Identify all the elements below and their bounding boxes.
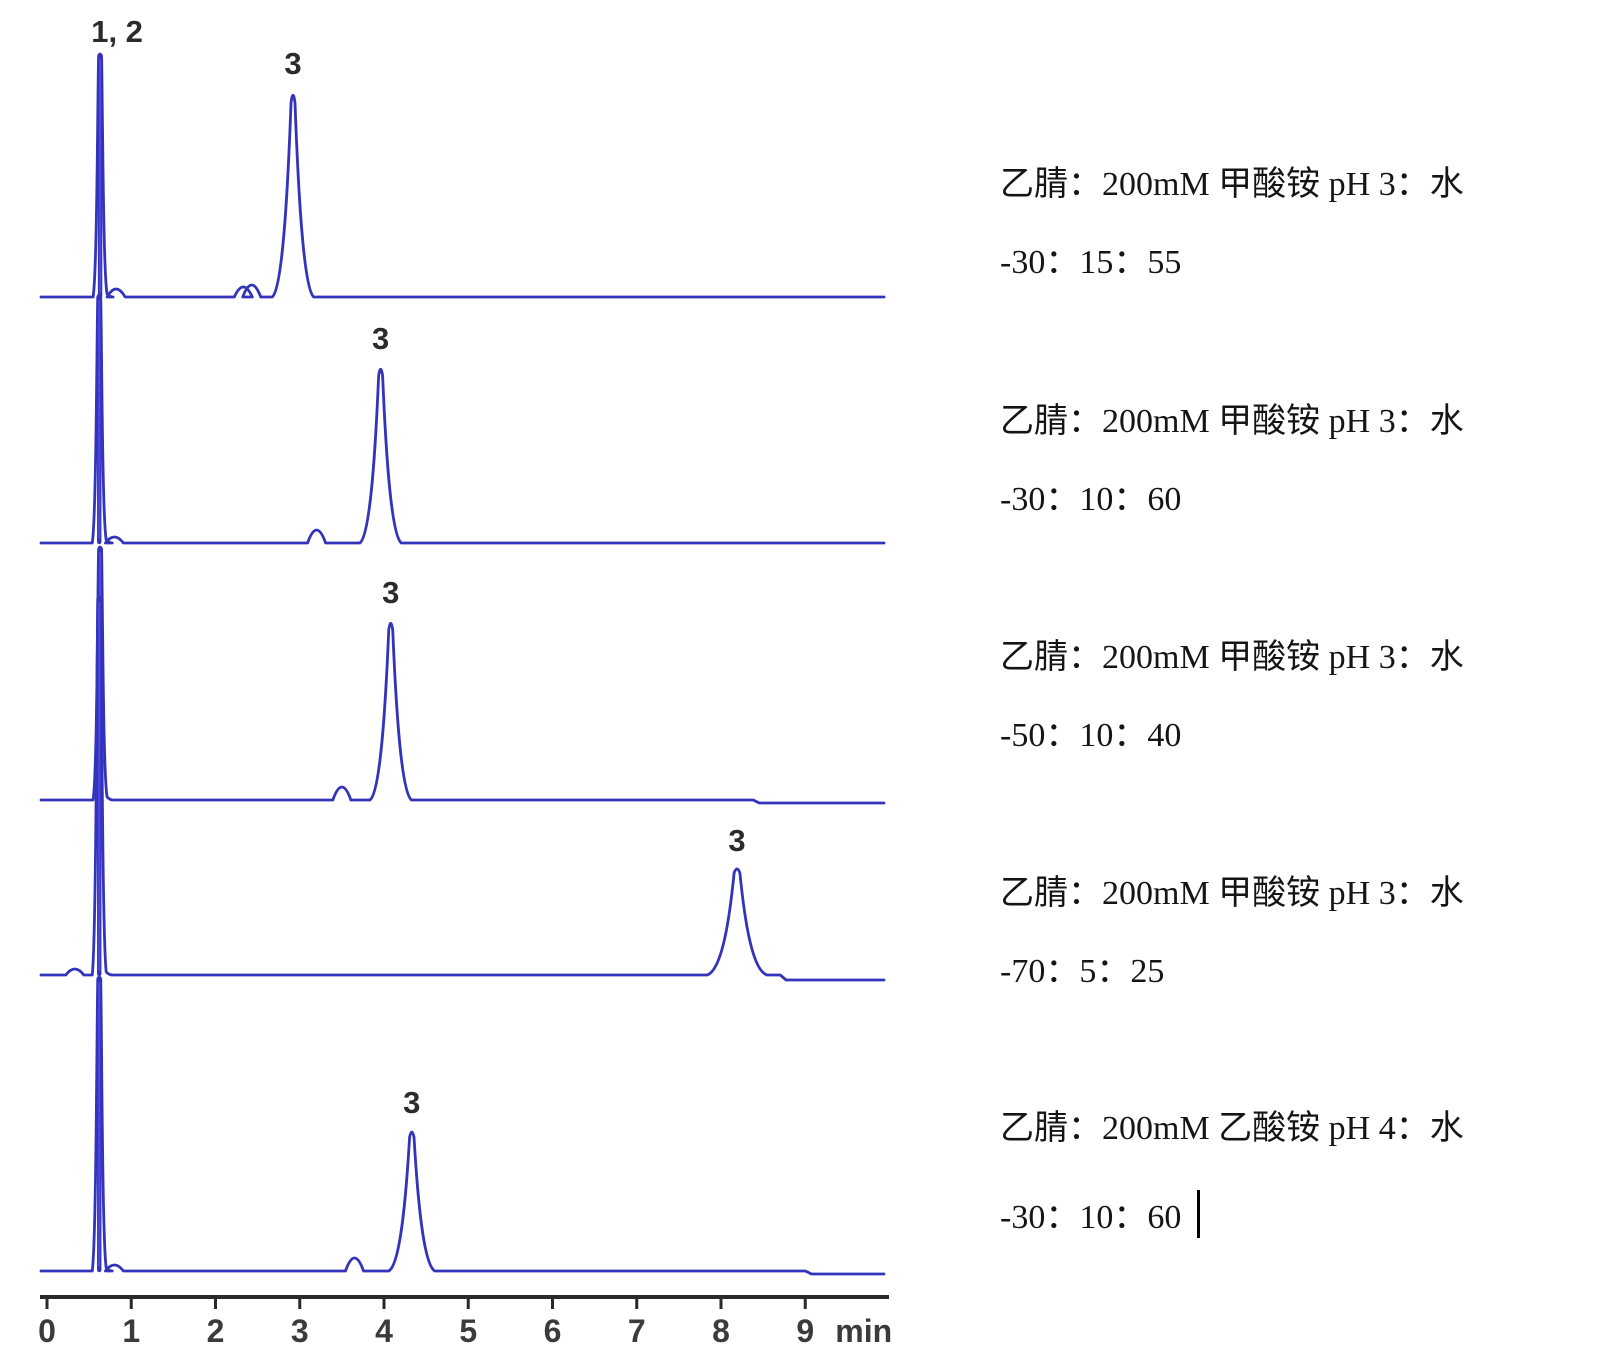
x-tick-label: 4 <box>375 1313 393 1349</box>
annotation-block-4: 乙腈：200mM 甲酸铵 pH 3：水 -70：5：25 <box>1000 877 1560 989</box>
x-tick-label: 2 <box>207 1313 225 1349</box>
annotation-line: -30：15：55 <box>1000 244 1182 281</box>
text-cursor <box>1197 1190 1201 1238</box>
peak-label: 3 <box>382 575 399 610</box>
peak-label: 3 <box>403 1085 420 1120</box>
x-tick-label: 0 <box>38 1313 56 1349</box>
x-tick-label: 8 <box>712 1313 730 1349</box>
x-tick-label: 3 <box>291 1313 309 1349</box>
annotation-block-2: 乙腈：200mM 甲酸铵 pH 3：水 -30：10：60 <box>1000 405 1560 517</box>
trace-1-path <box>39 52 886 299</box>
x-tick-label: 6 <box>544 1313 562 1349</box>
annotation-line: -50：10：40 <box>1000 717 1182 754</box>
x-tick-label: 9 <box>796 1313 814 1349</box>
x-axis-unit: min <box>835 1313 892 1349</box>
peak-label: 3 <box>728 823 745 858</box>
peak-label: 3 <box>372 321 389 356</box>
annotation-block-1: 乙腈：200mM 甲酸铵 pH 3：水 -30：15：55 <box>1000 168 1560 280</box>
annotation-line: 乙腈：200mM 甲酸铵 pH 3：水 <box>1000 875 1464 912</box>
x-tick-label: 1 <box>122 1313 140 1349</box>
x-tick-label: 7 <box>628 1313 646 1349</box>
annotation-line: -30：10：60 <box>1000 1190 1560 1238</box>
annotation-line-text: -30：10：60 <box>1000 1199 1182 1236</box>
annotation-line: 乙腈：200mM 甲酸铵 pH 3：水 <box>1000 639 1464 676</box>
annotation-block-5: 乙腈：200mM 乙酸铵 pH 4：水 -30：10：60 <box>1000 1112 1560 1238</box>
trace-5-path <box>39 975 886 1276</box>
trace-3-path <box>39 545 886 805</box>
annotation-line: 乙腈：200mM 甲酸铵 pH 3：水 <box>1000 166 1464 203</box>
annotation-block-3: 乙腈：200mM 甲酸铵 pH 3：水 -50：10：40 <box>1000 641 1560 753</box>
x-tick-label: 5 <box>459 1313 477 1349</box>
annotation-line: 乙腈：200mM 甲酸铵 pH 3：水 <box>1000 403 1464 440</box>
annotation-line: -30：10：60 <box>1000 481 1182 518</box>
trace-4-path <box>39 595 886 982</box>
peak-label: 1, 2 <box>91 14 143 49</box>
trace-2-path <box>39 293 886 545</box>
annotation-line: -70：5：25 <box>1000 953 1165 990</box>
peak-label: 3 <box>284 46 301 81</box>
annotation-line: 乙腈：200mM 乙酸铵 pH 4：水 <box>1000 1110 1464 1147</box>
